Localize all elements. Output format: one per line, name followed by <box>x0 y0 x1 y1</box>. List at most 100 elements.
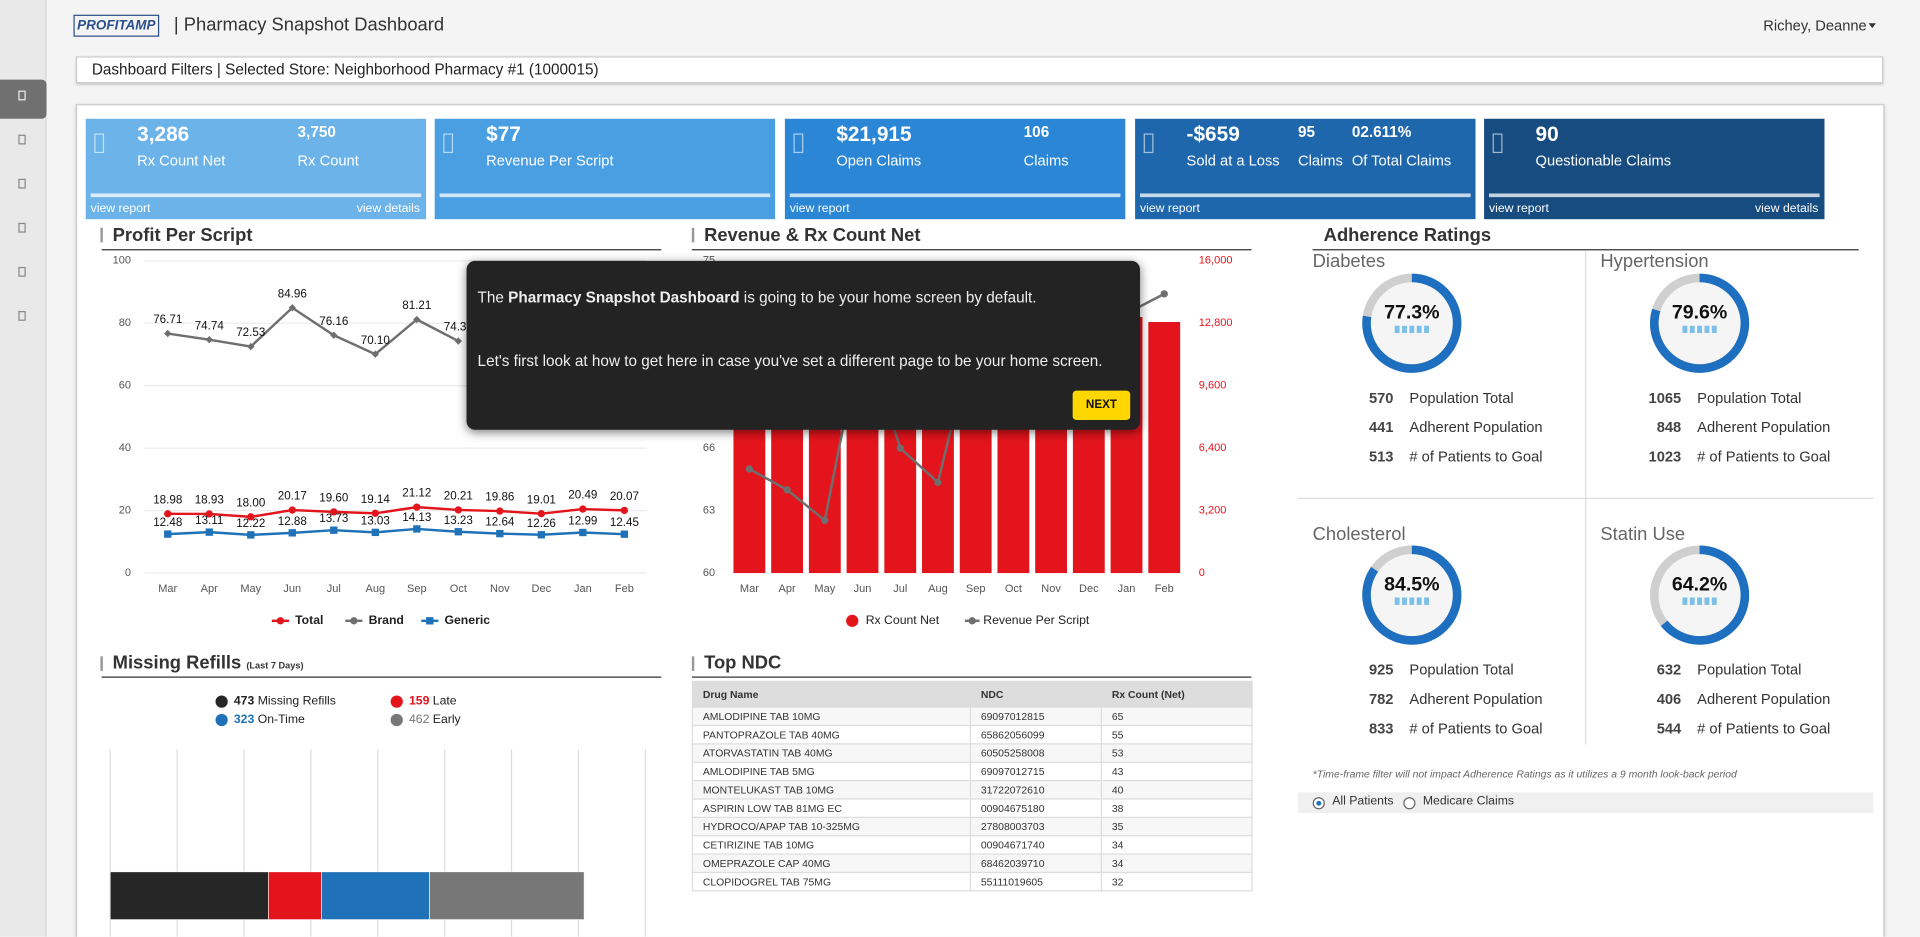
nav-icon[interactable] <box>18 266 26 277</box>
kpi-link[interactable]: view report <box>1140 202 1200 216</box>
legend-marker <box>276 617 285 625</box>
y-tick-label: 100 <box>113 255 131 267</box>
kpi-progress <box>439 193 771 198</box>
point <box>1160 290 1168 298</box>
x-tick-label: Jan <box>1118 583 1136 595</box>
point <box>745 465 754 473</box>
table-row: HYDROCO/APAP TAB 10-325MG 27808003703 35 <box>691 816 1253 837</box>
stat-label: Adherent Population <box>1697 418 1831 436</box>
x-tick-label: Jan <box>574 583 592 595</box>
point <box>496 507 504 515</box>
point <box>330 508 338 516</box>
point <box>330 331 338 339</box>
data-label: 70.10 <box>361 334 391 347</box>
kpi-link[interactable]: view details <box>1755 202 1819 216</box>
data-label: 74.31 <box>444 321 473 334</box>
donut-label: 84.5% <box>1384 573 1440 595</box>
legend-value: 462 <box>409 712 430 726</box>
data-label: 18.00 <box>236 496 266 509</box>
table-cell: 40 <box>1100 780 1253 800</box>
nav-icon[interactable] <box>18 178 26 189</box>
kpi-value: 95 <box>1297 123 1315 141</box>
data-label: 14.13 <box>402 511 431 524</box>
nav-icon[interactable] <box>18 134 26 145</box>
point <box>454 337 463 345</box>
kpi-link[interactable]: view report <box>789 202 850 216</box>
tour-text-part: is going to be your home screen by defau… <box>739 288 1037 307</box>
radio-row: All Patients Medicare Claims <box>1297 792 1874 814</box>
point <box>579 528 587 537</box>
table-header: Drug Name NDC Rx Count (Net) <box>691 680 1253 708</box>
kpi-label: Open Claims <box>836 151 922 169</box>
legend-marker <box>350 617 358 625</box>
legend-name: Late <box>433 694 457 708</box>
y-tick-label: 40 <box>119 442 131 454</box>
kpi-label: Claims <box>1023 151 1069 169</box>
data-label: 20.07 <box>610 490 639 503</box>
point <box>205 336 213 344</box>
x-tick-label: Jul <box>327 583 341 595</box>
point <box>205 528 213 536</box>
kpi-value: 3,286 <box>137 122 190 146</box>
donut-label: 77.3% <box>1384 302 1440 324</box>
point <box>413 525 421 533</box>
y-tick-label: 80 <box>119 317 131 329</box>
x-tick-label: Jun <box>283 583 301 595</box>
nav-icon[interactable] <box>18 222 26 233</box>
point <box>413 315 421 324</box>
legend-marker <box>390 695 403 708</box>
stat-value: 925 <box>1368 661 1394 679</box>
point <box>247 531 255 539</box>
legend-label: Generic <box>444 613 490 627</box>
x-tick-label: Nov <box>1041 583 1061 595</box>
point <box>288 506 296 514</box>
point <box>934 478 942 487</box>
table-cell: 35 <box>1100 816 1253 837</box>
tour-text: Let's first look at how to get here in c… <box>477 352 1103 370</box>
data-label: 19.60 <box>319 491 349 504</box>
point <box>454 506 463 514</box>
y2-tick-label: 12,800 <box>1199 317 1233 329</box>
table-cell: MONTELUKAST TAB 10MG <box>691 780 972 800</box>
user-caret[interactable] <box>1868 23 1876 29</box>
x-tick-label: Feb <box>1155 583 1174 595</box>
y-tick-label: 66 <box>703 442 715 454</box>
kpi-link[interactable]: view details <box>356 202 421 216</box>
tour-text-bold: Pharmacy Snapshot Dashboard <box>508 288 740 307</box>
x-tick-label: Jul <box>893 583 907 595</box>
filter-bar[interactable]: Dashboard Filters | Selected Store: Neig… <box>75 56 1884 84</box>
radio[interactable] <box>1312 797 1325 810</box>
table-cell: 32 <box>1100 871 1253 892</box>
tour-next-button[interactable]: NEXT <box>1072 390 1131 421</box>
data-label: 18.93 <box>195 494 224 507</box>
legend-label: Revenue Per Script <box>983 613 1090 627</box>
data-label: 12.88 <box>278 515 307 528</box>
x-tick-label: Sep <box>407 583 427 595</box>
y2-tick-label: 9,600 <box>1199 380 1227 392</box>
data-label: 18.98 <box>153 493 182 506</box>
kpi-value: $21,915 <box>836 122 912 146</box>
radio[interactable] <box>1403 797 1416 810</box>
x-tick-label: Jun <box>854 583 872 595</box>
table-cell: 53 <box>1100 743 1253 763</box>
data-label: 76.16 <box>319 315 348 328</box>
stat-value: 441 <box>1368 418 1394 436</box>
radio-label: All Patients <box>1332 794 1394 809</box>
bar-segment <box>109 871 269 920</box>
nav-icon[interactable] <box>18 90 26 101</box>
nav-icon[interactable] <box>18 311 26 321</box>
stat-label: # of Patients to Goal <box>1697 720 1831 738</box>
point <box>371 528 379 537</box>
x-tick-label: Feb <box>615 583 634 595</box>
kpi-link[interactable]: view report <box>1488 202 1549 216</box>
kpi-link[interactable]: view report <box>90 202 151 216</box>
stat-label: # of Patients to Goal <box>1409 720 1543 738</box>
stat-label: # of Patients to Goal <box>1409 448 1543 466</box>
table-cell: 65862056099 <box>969 724 1103 745</box>
stat-value: 1023 <box>1648 448 1682 466</box>
x-tick-label: Mar <box>740 583 759 595</box>
kpi-icon <box>793 133 804 154</box>
user-menu[interactable]: Richey, Deanne <box>1763 17 1867 35</box>
